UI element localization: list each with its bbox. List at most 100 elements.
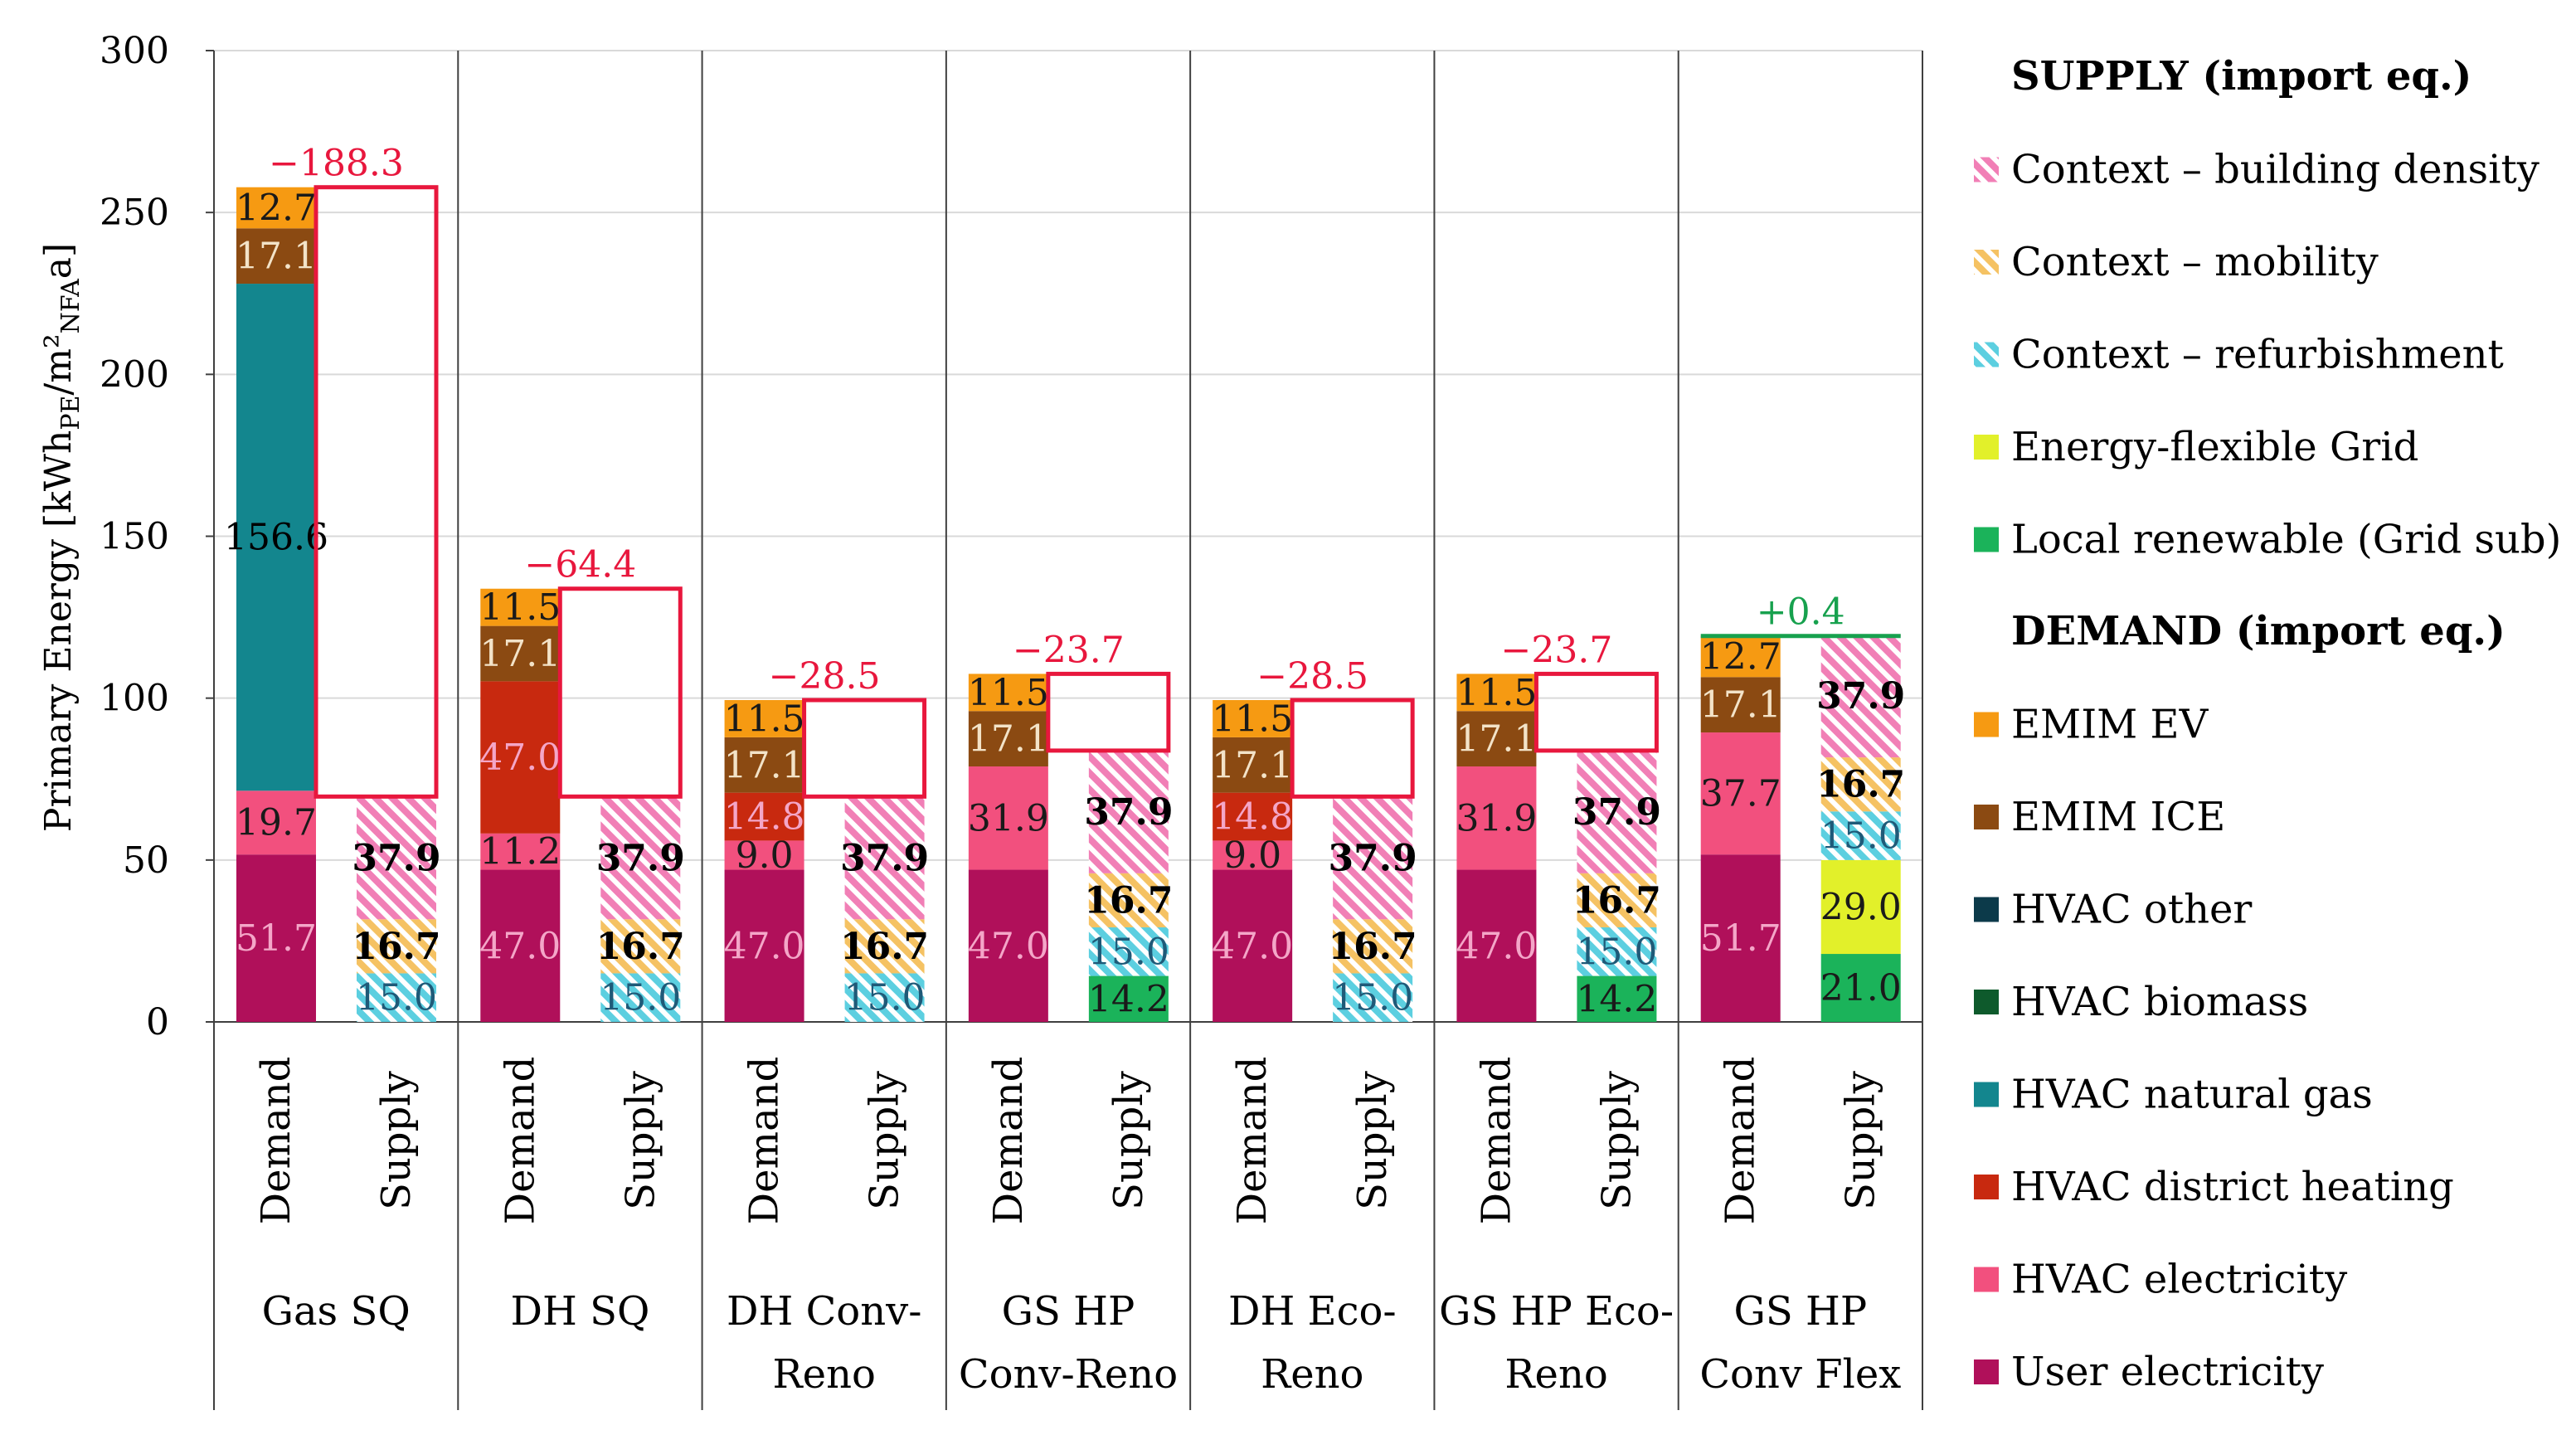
demand-bar-label: Demand xyxy=(741,1057,788,1225)
supply-value-label: 15.0 xyxy=(356,977,437,1019)
balance-label: +0.4 xyxy=(1757,591,1845,634)
supply-segment-context-building-density xyxy=(1088,750,1169,873)
supply-segment-context-mobility xyxy=(1577,873,1657,928)
supply-bar-label: Supply xyxy=(1106,1071,1152,1210)
legend-swatch-hvac-biomass xyxy=(1974,990,1999,1014)
supply-value-label: 15.0 xyxy=(1332,977,1413,1019)
legend-swatch-emim-ice xyxy=(1974,805,1999,829)
y-tick-label: 300 xyxy=(100,30,169,72)
supply-segment-local-renewable-grid-sub xyxy=(1577,975,1657,1022)
legend-swatch-local-renewable-grid-sub xyxy=(1974,527,1999,552)
supply-value-label: 37.9 xyxy=(840,837,929,879)
demand-value-label: 14.8 xyxy=(724,796,805,839)
legend-swatch-context-refurbishment xyxy=(1974,342,1999,367)
legend-swatch-hvac-electricity xyxy=(1974,1267,1999,1292)
supply-value-label: 15.0 xyxy=(1088,931,1169,973)
demand-value-label: 11.5 xyxy=(1456,672,1537,714)
legend: SUPPLY (import eq.) Context – building de… xyxy=(1974,53,2561,1395)
supply-segment-context-building-density xyxy=(1333,796,1413,920)
demand-segment-emim-ice xyxy=(1700,677,1781,733)
legend-item-user-electricity: User electricity xyxy=(2011,1349,2324,1395)
supply-value-label: 37.9 xyxy=(1572,791,1661,834)
legend-item-energy-flexible-grid: Energy-flexible Grid xyxy=(2011,424,2418,470)
balance-label: −28.5 xyxy=(1256,655,1368,698)
group-label: GS HP Conv Flex xyxy=(1699,1288,1901,1398)
demand-value-label: 11.5 xyxy=(724,698,805,740)
demand-segment-emim-ice xyxy=(1213,737,1293,793)
supply-segment-context-mobility xyxy=(1088,873,1169,928)
supply-segment-context-building-density xyxy=(1577,750,1657,873)
group-label: Gas SQ xyxy=(262,1288,411,1335)
demand-value-label: 47.0 xyxy=(724,925,805,967)
supply-segment-context-refurbishment xyxy=(1333,973,1413,1022)
demand-segment-emim-ice xyxy=(724,737,804,793)
demand-value-label: 17.1 xyxy=(1212,744,1293,786)
demand-segment-emim-ev xyxy=(236,187,316,229)
supply-segment-context-refurbishment xyxy=(1088,927,1169,976)
group-label: DH Conv-Reno xyxy=(727,1288,921,1398)
legend-swatch-context-mobility xyxy=(1974,250,1999,275)
demand-value-label: 47.0 xyxy=(479,925,561,967)
supply-value-label: 21.0 xyxy=(1820,967,1902,1009)
balance-annotations: −188.3 −64.4 −28.5 −23.7 −28.5 −23.7 +0.4 xyxy=(269,143,1901,799)
group-label: DH SQ xyxy=(511,1288,650,1335)
demand-segment-emim-ev xyxy=(968,674,1048,712)
supply-segment-context-refurbishment xyxy=(1820,811,1901,860)
legend-swatch-user-electricity xyxy=(1974,1359,1999,1384)
legend-item-local-renewable-grid-sub: Local renewable (Grid sub) xyxy=(2011,517,2561,563)
demand-segment-user-electricity xyxy=(1456,869,1537,1022)
demand-value-label: 11.5 xyxy=(1212,698,1293,740)
balance-box xyxy=(313,185,439,799)
supply-value-label: 29.0 xyxy=(1820,886,1902,928)
demand-segment-user-electricity xyxy=(480,869,561,1022)
supply-value-label: 15.0 xyxy=(1576,931,1657,973)
demand-segment-emim-ice xyxy=(480,625,561,682)
demand-segment-hvac-district-heating xyxy=(724,792,804,841)
y-tick-label: 150 xyxy=(100,516,169,558)
y-tick-label: 100 xyxy=(100,678,169,720)
supply-segment-energy-flexible-grid xyxy=(1820,859,1901,955)
demand-segment-hvac-electricity xyxy=(1700,732,1781,855)
demand-bar-label: Demand xyxy=(1718,1057,1764,1225)
balance-label: −188.3 xyxy=(269,143,404,185)
demand-segment-hvac-electricity xyxy=(236,790,316,855)
demand-value-label: 47.0 xyxy=(1212,925,1293,967)
demand-segment-hvac-electricity xyxy=(480,833,561,870)
demand-value-label: 11.2 xyxy=(479,831,561,873)
supply-value-label: 15.0 xyxy=(600,977,681,1019)
legend-supply-header: SUPPLY (import eq.) xyxy=(2011,53,2472,100)
supply-segment-context-refurbishment xyxy=(1577,927,1657,976)
demand-value-label: 47.0 xyxy=(479,737,561,779)
demand-segment-hvac-electricity xyxy=(1213,840,1293,870)
balance-label: −64.4 xyxy=(524,544,636,586)
group-label: GS HP Eco-Reno xyxy=(1439,1288,1674,1398)
supply-value-label: 37.9 xyxy=(1816,675,1905,717)
supply-value-label: 37.9 xyxy=(1084,791,1173,834)
demand-segment-user-electricity xyxy=(1700,854,1781,1022)
supply-bar-label: Supply xyxy=(617,1071,663,1210)
demand-value-label: 11.5 xyxy=(479,586,561,629)
demand-segment-emim-ev xyxy=(724,700,804,737)
demand-value-label: 17.1 xyxy=(1700,684,1781,727)
supply-segment-context-mobility xyxy=(1820,757,1901,812)
demand-value-label: 156.6 xyxy=(224,517,328,559)
demand-bar-label: Demand xyxy=(1229,1057,1276,1225)
demand-value-label: 9.0 xyxy=(1223,834,1281,877)
demand-segment-emim-ev xyxy=(1456,674,1537,712)
supply-segment-local-renewable-grid-sub xyxy=(1820,954,1901,1022)
supply-segment-context-mobility xyxy=(600,919,681,974)
supply-value-label: 16.7 xyxy=(1084,879,1173,922)
supply-value-label: 16.7 xyxy=(1329,926,1417,968)
y-tick-label: 50 xyxy=(123,839,169,882)
supply-segment-local-renewable-grid-sub xyxy=(1088,975,1169,1022)
legend-item-hvac-biomass: HVAC biomass xyxy=(2011,979,2308,1025)
legend-swatch-hvac-district-heating xyxy=(1974,1175,1999,1199)
group-label: DH Eco-Reno xyxy=(1228,1288,1397,1398)
legend-swatch-context-building-density xyxy=(1974,157,1999,182)
balance-label: −23.7 xyxy=(1013,629,1125,671)
supply-bar-label: Supply xyxy=(862,1071,908,1210)
demand-segment-user-electricity xyxy=(236,854,316,1022)
balance-box xyxy=(557,586,683,799)
demand-bar-label: Demand xyxy=(985,1057,1032,1225)
